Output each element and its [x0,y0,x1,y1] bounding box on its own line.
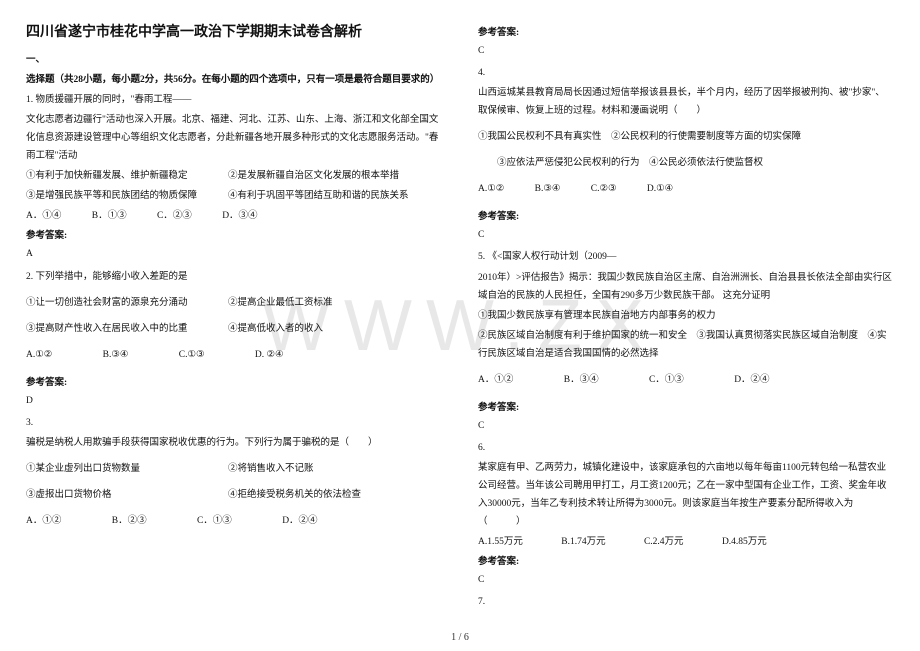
q6-ans-label: 参考答案: [478,553,894,571]
q1-options: A．①④ B．①③ C．②③ D．③④ [26,207,442,225]
q5-optA: A．①② [478,371,513,389]
q3-options: A．①② B．②③ C．①③ D．②④ [26,512,442,530]
q2-c1: ①让一切创造社会财富的源泉充分涌动 [26,294,226,312]
q5-ans-label: 参考答案: [478,399,894,417]
q2-row1: ①让一切创造社会财富的源泉充分涌动 ②提高企业最低工资标准 [26,294,442,312]
q3-optC: C．①③ [197,512,232,530]
q3-optB: B．②③ [112,512,147,530]
q1-choices-row2: ③是增强民族平等和民族团结的物质保障 ④有利于巩固平等团结互助和谐的民族关系 [26,187,442,205]
q4-optB: B.③④ [535,180,561,198]
q4-options: A.①② B.③④ C.②③ D.①④ [478,180,894,198]
q4-optA: A.①② [478,180,504,198]
q3-optD: D．②④ [282,512,317,530]
q4-optD: D.①④ [647,180,673,198]
q3-c2: ②将销售收入不记账 [228,464,314,474]
q2-ans-label: 参考答案: [26,374,442,392]
q1-line1: 1. 物质援疆开展的同时，"春雨工程—— [26,91,442,109]
q3-num: 3. [26,414,442,432]
section-one-sub: 选择题（共28小题，每小题2分，共56分。在每小题的四个选项中，只有一项是最符合… [26,71,442,89]
q2-c2: ②提高企业最低工资标准 [228,298,333,308]
q7-num: 7. [478,593,894,611]
q3-c4: ④拒绝接受税务机关的依法检查 [228,490,361,500]
q2-row2: ③提高财产性收入在居民收入中的比重 ④提高低收入者的收入 [26,320,442,338]
q4-stem: 山西运城某县教育局局长因通过短信举报该县县长，半个月内，经历了因举报被刑拘、被"… [478,84,894,120]
q1-ans-label: 参考答案: [26,227,442,245]
q2-ans: D [26,392,442,410]
q5-options: A．①② B．③④ C．①③ D．②④ [478,371,894,389]
q4-optC: C.②③ [591,180,617,198]
q1-c4: ④有利于巩固平等团结互助和谐的民族关系 [228,191,409,201]
q1-optA: A．①④ [26,207,61,225]
q5-c1: ①我国少数民族享有管理本民族自治地方内部事务的权力 [478,307,894,325]
q2-stem: 2. 下列举措中，能够缩小收入差距的是 [26,268,442,286]
q1-optD: D．③④ [222,207,257,225]
q6-num: 6. [478,439,894,457]
q4-num: 4. [478,64,894,82]
q2-c3: ③提高财产性收入在居民收入中的比重 [26,320,226,338]
q1-choices-row1: ①有利于加快新疆发展、维护新疆稳定 ②是发展新疆自治区文化发展的根本举措 [26,167,442,185]
q4-ans: C [478,226,894,244]
q3-ans: C [478,42,894,60]
q1-optB: B．①③ [92,207,127,225]
q4-c2: ③应依法严惩侵犯公民权利的行为 ④公民必须依法行使监督权 [478,154,894,172]
page-container: 四川省遂宁市桂花中学高一政治下学期期末试卷含解析 一、 选择题（共28小题，每小… [0,0,920,651]
q6-options: A.1.55万元 B.1.74万元 C.2.4万元 D.4.85万元 [478,533,894,551]
left-column: 四川省遂宁市桂花中学高一政治下学期期末试卷含解析 一、 选择题（共28小题，每小… [0,0,460,651]
q1-c3: ③是增强民族平等和民族团结的物质保障 [26,187,226,205]
q5-stem2: 2010年）>评估报告》揭示：我国少数民族自治区主席、自治洲洲长、自治县县长依法… [478,269,894,305]
q5-num: 5. 《<国家人权行动计划（2009— [478,248,894,266]
q5-optB: B．③④ [564,371,599,389]
q3-c1: ①某企业虚列出口货物数量 [26,460,226,478]
document-title: 四川省遂宁市桂花中学高一政治下学期期末试卷含解析 [26,22,442,43]
section-one-head: 一、 [26,51,442,69]
q3-row1: ①某企业虚列出口货物数量 ②将销售收入不记账 [26,460,442,478]
right-column: 参考答案: C 4. 山西运城某县教育局局长因通过短信举报该县县长，半个月内，经… [460,0,920,651]
q3-stem: 骗税是纳税人用欺骗手段获得国家税收优惠的行为。下列行为属于骗税的是（ ） [26,434,442,452]
q6-ans: C [478,571,894,589]
q2-optB: B.③④ [103,346,129,364]
q5-optD: D．②④ [734,371,769,389]
q6-stem: 某家庭有甲、乙两劳力，城镇化建设中，该家庭承包的六亩地以每年每亩1100元转包给… [478,459,894,531]
q4-ans-label: 参考答案: [478,208,894,226]
q2-optA: A.①② [26,346,52,364]
q6-optA: A.1.55万元 [478,533,523,551]
q3-optA: A．①② [26,512,61,530]
q5-c2: ②民族区域自治制度有利于维护国家的统一和安全 ③我国认真贯彻落实民族区域自治制度… [478,327,894,363]
q1-c2: ②是发展新疆自治区文化发展的根本举措 [228,171,399,181]
q2-c4: ④提高低收入者的收入 [228,324,323,334]
q2-optD: D. ②④ [255,346,284,364]
q3-row2: ③虚报出口货物价格 ④拒绝接受税务机关的依法检查 [26,486,442,504]
q2-options: A.①② B.③④ C.①③ D. ②④ [26,346,442,364]
q1-line2: 文化志愿者边疆行"活动也深入开展。北京、福建、河北、江苏、山东、上海、浙江和文化… [26,111,442,165]
q6-optB: B.1.74万元 [561,533,605,551]
q5-optC: C．①③ [649,371,684,389]
q1-optC: C．②③ [157,207,192,225]
page-footer: 1 / 6 [451,632,469,643]
q1-c1: ①有利于加快新疆发展、维护新疆稳定 [26,167,226,185]
q6-optD: D.4.85万元 [722,533,767,551]
q6-optC: C.2.4万元 [644,533,684,551]
q3-c3: ③虚报出口货物价格 [26,486,226,504]
q3-ans-label: 参考答案: [478,24,894,42]
q2-optC: C.①③ [179,346,205,364]
q1-ans: A [26,245,442,263]
q5-ans: C [478,417,894,435]
q4-c1: ①我国公民权利不具有真实性 ②公民权利的行使需要制度等方面的切实保障 [478,128,894,146]
